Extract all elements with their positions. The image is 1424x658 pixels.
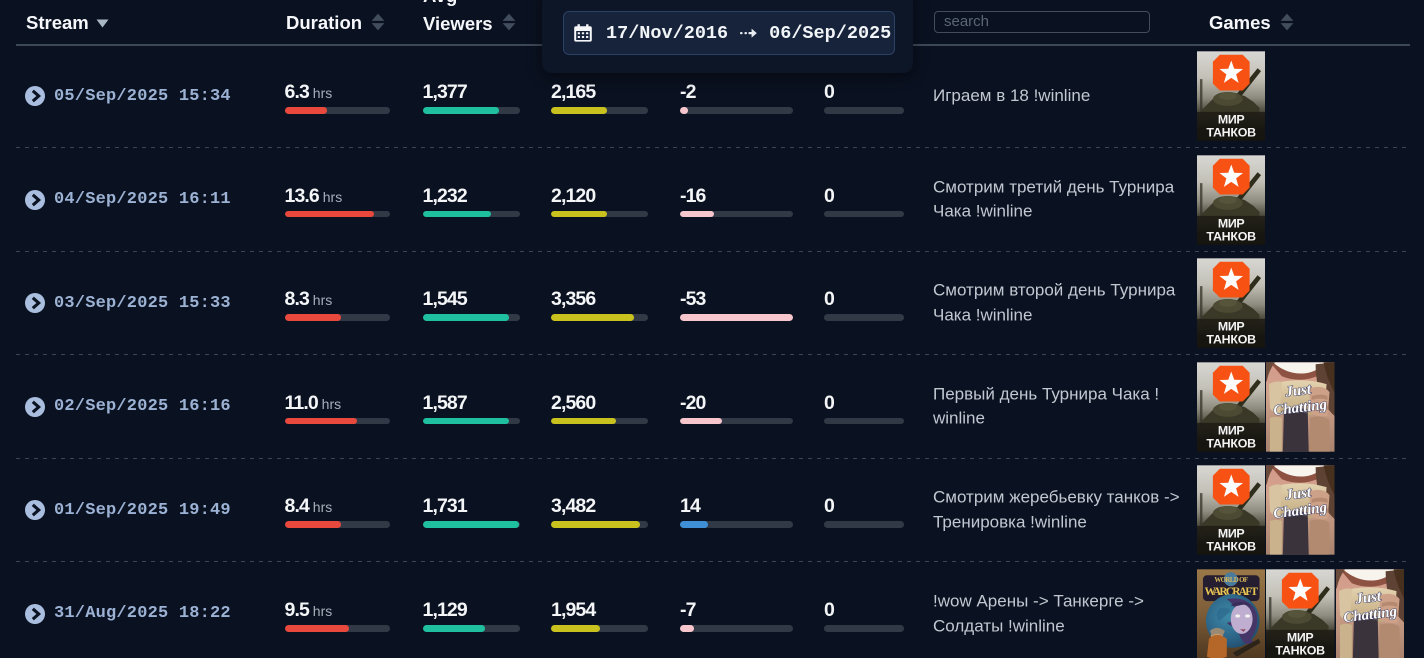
- svg-text:Just: Just: [1353, 588, 1382, 607]
- svg-text:МИР: МИР: [1217, 216, 1244, 230]
- svg-text:Chatting: Chatting: [1342, 603, 1398, 625]
- svg-text:МИР: МИР: [1217, 423, 1244, 437]
- svg-text:МИР: МИР: [1287, 630, 1314, 644]
- svg-text:WARCRAFT: WARCRAFT: [1204, 586, 1258, 598]
- svg-text:ТАНКОВ: ТАНКОВ: [1206, 436, 1256, 450]
- svg-text:ТАНКОВ: ТАНКОВ: [1206, 540, 1256, 554]
- svg-text:ТАНКОВ: ТАНКОВ: [1206, 333, 1256, 347]
- svg-text:ТАНКОВ: ТАНКОВ: [1206, 229, 1256, 243]
- svg-text:Just: Just: [1284, 381, 1313, 400]
- svg-text:МИР: МИР: [1217, 319, 1244, 333]
- svg-text:Chatting: Chatting: [1273, 396, 1329, 418]
- svg-text:ТАНКОВ: ТАНКОВ: [1275, 643, 1325, 657]
- svg-text:Chatting: Chatting: [1273, 500, 1329, 522]
- svg-text:Just: Just: [1284, 485, 1313, 504]
- svg-text:МИР: МИР: [1217, 526, 1244, 540]
- svg-text:ТАНКОВ: ТАНКОВ: [1206, 126, 1256, 140]
- svg-text:WORLD OF: WORLD OF: [1214, 576, 1248, 584]
- svg-text:МИР: МИР: [1217, 112, 1244, 126]
